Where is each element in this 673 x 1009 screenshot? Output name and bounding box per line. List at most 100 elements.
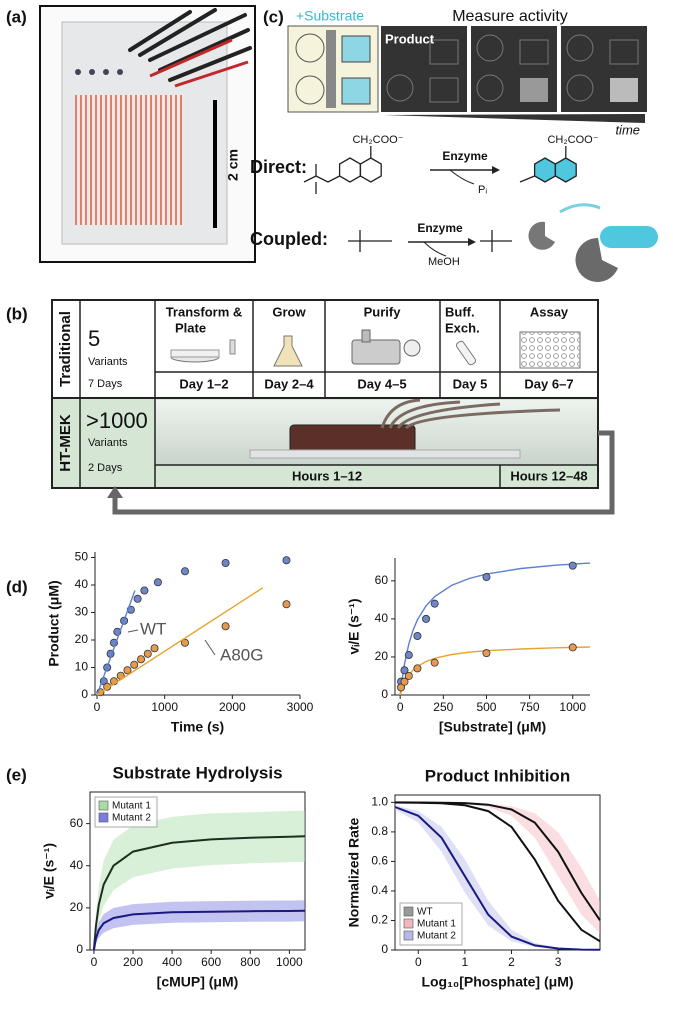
panel-label: (a) — [6, 7, 27, 26]
data-point — [404, 651, 413, 660]
x-tick-label: 750 — [520, 700, 540, 714]
x-tick-label: 2 — [508, 955, 515, 969]
y-axis-label: Normalized Rate — [346, 817, 362, 927]
variant-count: 5 — [88, 326, 100, 351]
fit-line — [92, 909, 306, 951]
data-point — [413, 632, 422, 641]
data-point — [568, 561, 577, 570]
y-tick-label: 50 — [75, 550, 89, 564]
y-tick-label: 40 — [75, 577, 89, 591]
data-point — [282, 556, 291, 565]
data-point — [153, 578, 162, 587]
data-point — [404, 671, 413, 680]
x-tick-label: 600 — [201, 955, 221, 969]
legend-swatch — [98, 812, 109, 823]
device-photo: 2 cm — [39, 5, 256, 263]
fit-line — [394, 806, 601, 951]
data-point — [140, 586, 149, 595]
group-label: CH₂COO⁻ — [547, 134, 598, 146]
chart-title: Product Inhibition — [425, 766, 570, 785]
substrate-label: +Substrate — [296, 8, 364, 24]
data-point — [430, 658, 439, 667]
y-axis-label: vᵢ/E (s⁻¹) — [41, 843, 57, 899]
step-name: Plate — [175, 320, 206, 335]
legend-label: WT — [417, 907, 433, 918]
data-point — [397, 683, 406, 692]
data-point — [413, 664, 422, 673]
step-name: Purify — [364, 304, 402, 319]
annotation: A80G — [220, 645, 263, 664]
variant-count: >1000 — [86, 408, 148, 433]
enzyme-label: Enzyme — [442, 149, 488, 163]
assay-schematic: +Substrate Measure activity Product time… — [250, 8, 658, 282]
y-tick-label: 0.4 — [371, 883, 388, 897]
row-label: HT-MEK — [57, 414, 74, 472]
data-point — [123, 666, 132, 675]
step-time: Day 5 — [453, 376, 488, 391]
plot-frame — [89, 791, 306, 951]
group-label: CH₂COO⁻ — [352, 134, 403, 146]
y-tick-label: 1.0 — [371, 795, 388, 809]
chart: 0 200 400 600 800 1000 0 20 40 60 Substrate Hydrol… — [41, 763, 306, 990]
legend-label: Mutant 1 — [112, 801, 151, 812]
annotation: WT — [140, 619, 166, 638]
chart: 0 250 500 750 1000 0 20 40 60 [Substrate] (μM) vᵢ/… — [346, 558, 591, 735]
fit-line — [399, 562, 591, 696]
measure-label: Measure activity — [452, 8, 568, 25]
y-axis-label: vᵢ/E (s⁻¹) — [346, 598, 362, 654]
direct-label: Direct: — [250, 157, 307, 177]
y-tick-label: 60 — [70, 816, 84, 830]
enzyme-label: Enzyme — [417, 221, 463, 235]
confidence-band — [395, 805, 600, 950]
y-tick-label: 20 — [75, 632, 89, 646]
data-point — [221, 559, 230, 568]
y-axis-label: Product (μM) — [46, 580, 62, 666]
legend-label: Mutant 1 — [417, 919, 456, 930]
y-tick-label: 0.2 — [371, 913, 388, 927]
workflow-table: Traditional HT-MEK 5 Variants 7 Days >10… — [51, 299, 615, 515]
x-axis-label: [cMUP] (μM) — [157, 974, 239, 990]
x-axis-label: Time (s) — [171, 719, 224, 735]
x-axis-label: Log₁₀[Phosphate] (μM) — [421, 974, 573, 990]
panel-label: (d) — [6, 577, 28, 596]
data-point — [143, 649, 152, 658]
confidence-band — [93, 810, 306, 950]
y-tick-label: 0 — [81, 687, 88, 701]
y-tick-label: 20 — [70, 900, 84, 914]
y-tick-label: 0.6 — [371, 854, 388, 868]
data-point — [130, 660, 139, 669]
legend-swatch — [98, 800, 109, 811]
x-tick-label: 250 — [433, 700, 453, 714]
duration: 2 Days — [88, 462, 123, 474]
data-point — [221, 622, 230, 631]
data-point — [430, 599, 439, 608]
fit-line — [399, 646, 591, 696]
y-tick-label: 0 — [76, 942, 83, 956]
x-tick-label: 500 — [476, 700, 496, 714]
duration: 7 Days — [88, 378, 123, 390]
step-time: Day 1–2 — [179, 376, 228, 391]
x-tick-label: 3000 — [287, 700, 314, 714]
fit-line — [96, 590, 136, 696]
panel-label: (c) — [263, 7, 284, 26]
panel-label: (b) — [6, 304, 28, 323]
scale-bar-label: 2 cm — [225, 149, 241, 181]
chart-title: Substrate Hydrolysis — [112, 763, 282, 782]
panel-label: (e) — [6, 765, 27, 784]
phase-time: Hours 1–12 — [292, 468, 362, 483]
annotation-leader — [127, 629, 139, 633]
x-tick-label: 3 — [555, 955, 562, 969]
step-name: Buff. — [445, 304, 475, 319]
legend-swatch — [403, 918, 414, 929]
y-tick-label: 60 — [375, 573, 389, 587]
byproduct-label: MeOH — [428, 256, 460, 268]
legend-label: Mutant 2 — [112, 813, 151, 824]
x-tick-label: 1 — [462, 955, 469, 969]
x-tick-label: 0 — [415, 955, 422, 969]
legend-swatch — [403, 906, 414, 917]
step-name: Assay — [530, 304, 569, 319]
annotation-leader — [204, 639, 216, 656]
phase-time: Hours 12–48 — [510, 468, 587, 483]
data-point — [133, 594, 142, 603]
